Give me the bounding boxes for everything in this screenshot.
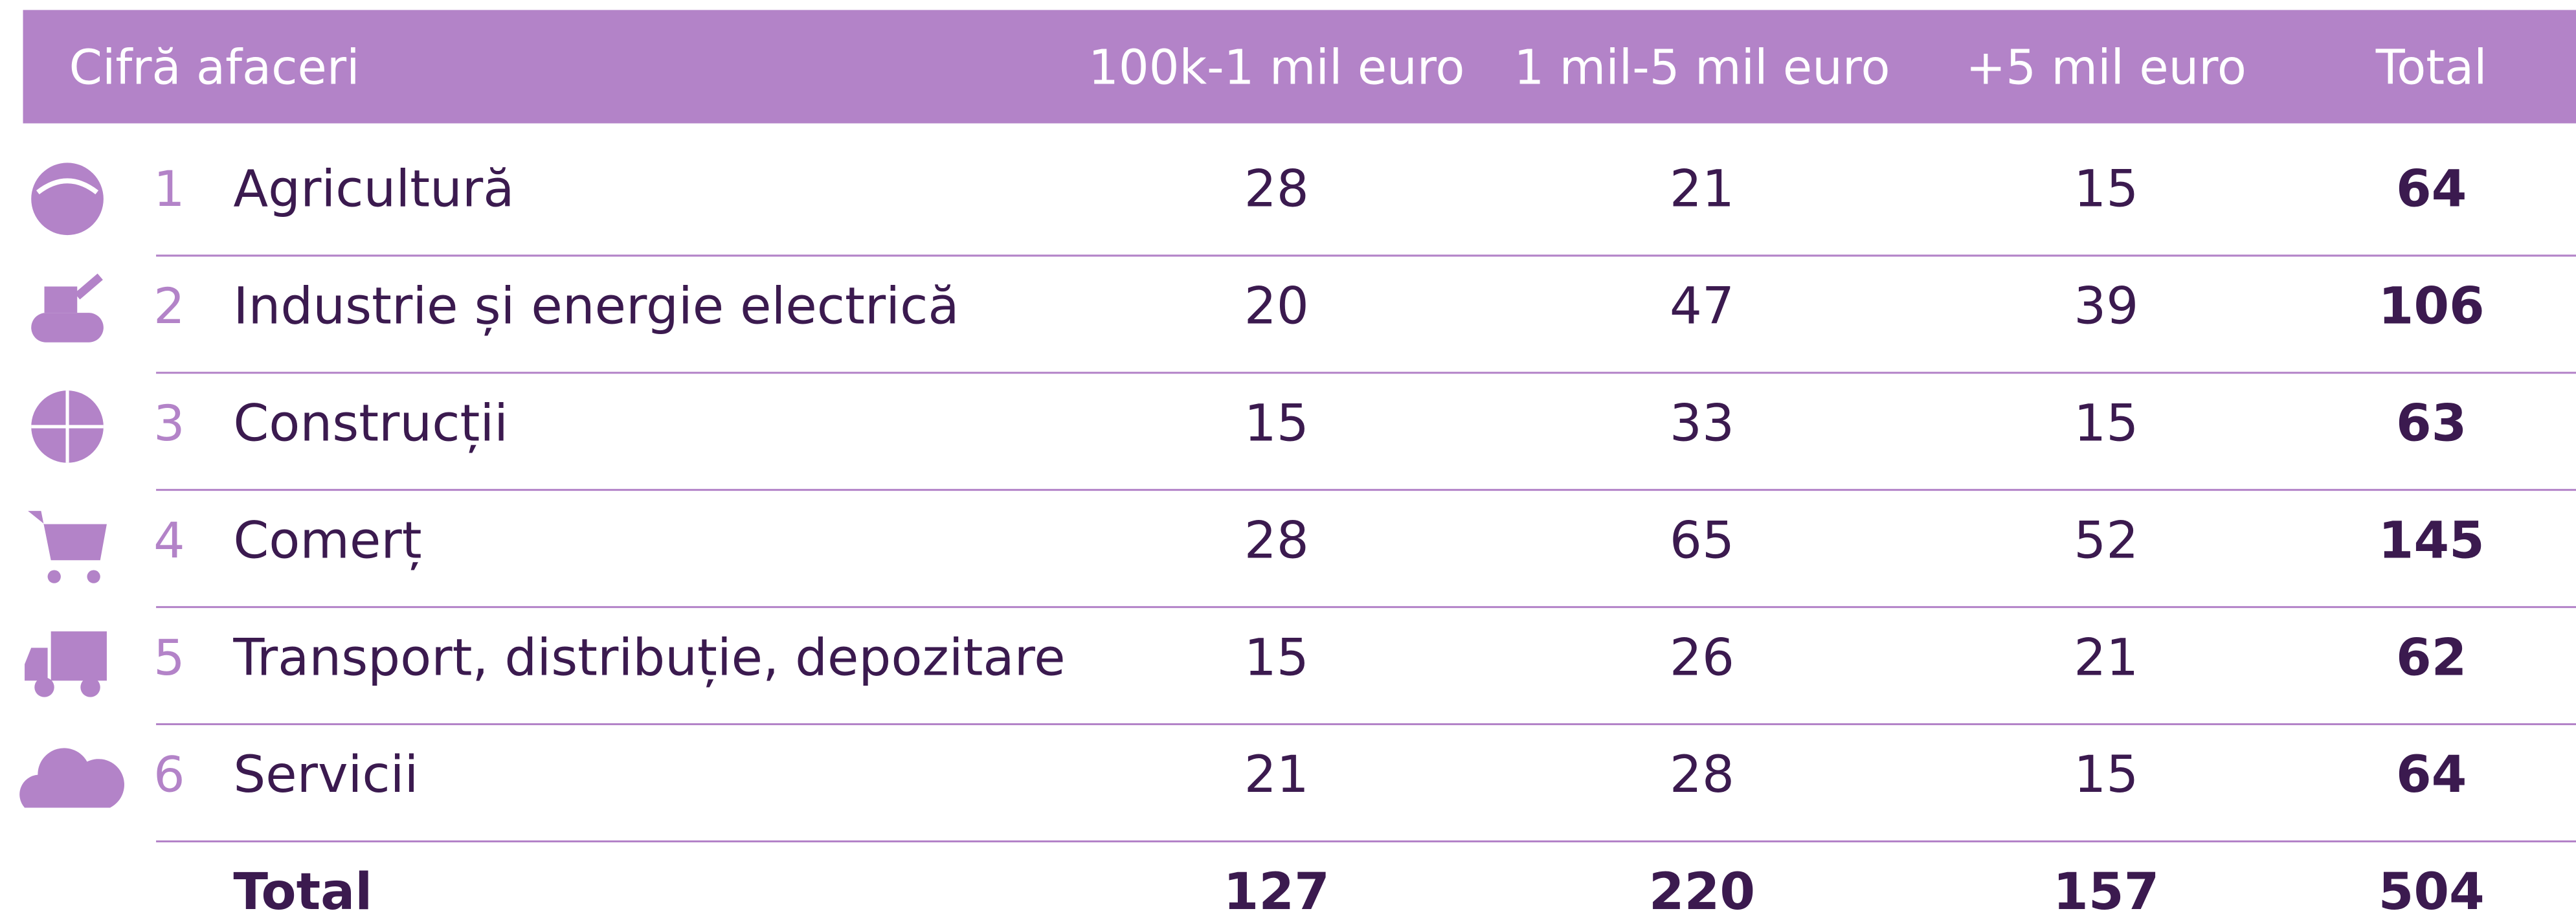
icon	[74, 273, 103, 300]
total-label: Total	[233, 862, 372, 921]
cell-value: 65	[1670, 510, 1734, 570]
row-label: Construcții	[233, 393, 508, 453]
row-total: 106	[2379, 276, 2485, 336]
icon	[47, 570, 61, 583]
header-column: +5 mil euro	[1966, 40, 2246, 95]
total-value: 220	[1649, 862, 1755, 921]
row-label: Servicii	[233, 745, 418, 804]
icon	[25, 647, 48, 681]
row-label: Comerț	[233, 510, 421, 570]
grand-total: 504	[2379, 862, 2485, 921]
total-value: 157	[2053, 862, 2159, 921]
row-number: 1	[153, 160, 185, 218]
header-column: 1 mil-5 mil euro	[1514, 40, 1890, 95]
cell-value: 21	[1244, 745, 1309, 804]
cell-value: 39	[2074, 276, 2138, 336]
icon	[19, 748, 124, 808]
row-total: 64	[2396, 159, 2467, 219]
cell-value: 21	[1670, 159, 1734, 219]
icon	[87, 570, 100, 583]
row-total: 63	[2396, 393, 2467, 453]
header-label: Cifră afaceri	[69, 40, 360, 95]
cell-value: 47	[1670, 276, 1734, 336]
cell-value: 15	[1244, 393, 1309, 453]
cell-value: 15	[2074, 159, 2138, 219]
cell-value: 28	[1244, 159, 1309, 219]
icon	[28, 511, 107, 561]
cell-value: 52	[2074, 510, 2138, 570]
cell-value: 26	[1670, 627, 1734, 687]
icon	[34, 677, 54, 697]
icon	[31, 390, 104, 463]
row-total: 64	[2396, 745, 2467, 804]
row-number: 5	[153, 629, 185, 686]
cell-value: 15	[1244, 627, 1309, 687]
cell-value: 21	[2074, 627, 2138, 687]
icon	[44, 286, 78, 313]
cell-value: 33	[1670, 393, 1734, 453]
icon	[31, 163, 104, 236]
cell-value: 15	[2074, 393, 2138, 453]
cell-value: 28	[1244, 510, 1309, 570]
icon	[50, 631, 107, 681]
row-number: 6	[153, 746, 185, 804]
cell-value: 28	[1670, 745, 1734, 804]
header-bar	[23, 10, 2576, 124]
row-number: 3	[153, 394, 185, 452]
header-column: Total	[2375, 40, 2487, 95]
icon	[80, 677, 100, 697]
row-total: 62	[2396, 627, 2467, 687]
row-number: 4	[153, 512, 185, 569]
icon	[31, 313, 104, 343]
row-total: 145	[2379, 510, 2485, 570]
total-value: 127	[1224, 862, 1330, 921]
cell-value: 20	[1244, 276, 1309, 336]
row-number: 2	[153, 277, 185, 335]
icon	[36, 178, 99, 195]
row-label: Agricultură	[233, 159, 514, 219]
row-label: Industrie și energie electrică	[233, 276, 959, 336]
row-label: Transport, distribuție, depozitare	[232, 627, 1065, 687]
header-column: 100k-1 mil euro	[1088, 40, 1464, 95]
cell-value: 15	[2074, 745, 2138, 804]
